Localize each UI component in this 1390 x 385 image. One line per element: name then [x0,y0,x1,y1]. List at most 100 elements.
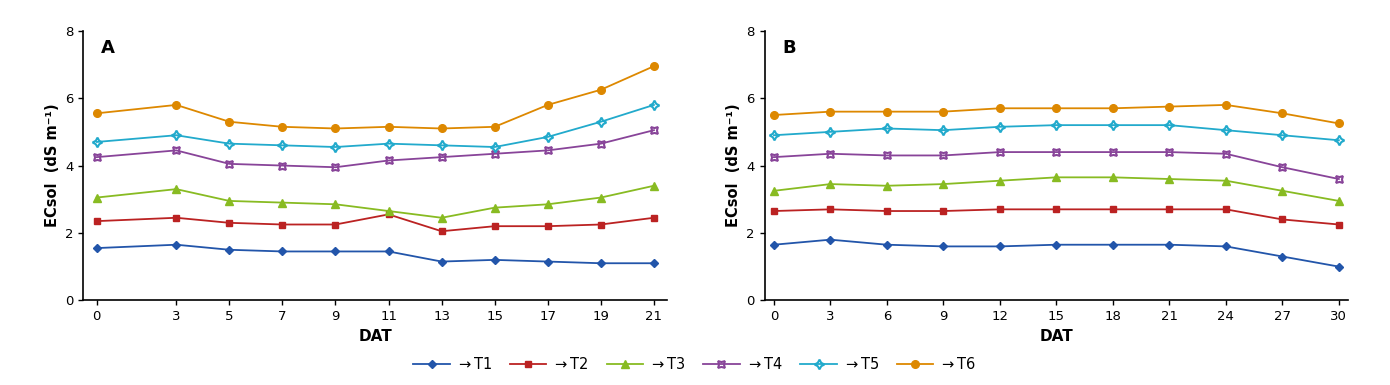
T6 [1330,121,1347,126]
T5 [935,128,952,132]
T4 [434,155,450,159]
T4 [878,153,895,158]
T4 [89,155,106,159]
T5 [1275,133,1291,137]
T5 [274,143,291,148]
T3 [991,178,1008,183]
T4 [1161,150,1177,154]
T4 [486,151,503,156]
T2 [274,222,291,227]
T6 [645,64,662,69]
T4 [935,153,952,158]
T6 [935,109,952,114]
T4 [1105,150,1122,154]
T5 [539,135,556,139]
T3 [381,209,398,213]
T2 [1275,217,1291,222]
T5 [327,145,343,149]
T2 [1330,222,1347,227]
T1 [935,244,952,249]
T1 [168,243,185,247]
T5 [381,141,398,146]
T1 [539,259,556,264]
T6 [1161,104,1177,109]
T6 [434,126,450,131]
T5 [766,133,783,137]
T1 [1105,243,1122,247]
T1 [766,243,783,247]
T1 [381,249,398,254]
T4 [821,151,838,156]
T3 [878,183,895,188]
T3 [1048,175,1065,180]
T5 [1218,128,1234,132]
T5 [1330,138,1347,142]
T1 [1330,264,1347,269]
T4 [327,165,343,169]
T5 [1105,123,1122,127]
T4 [592,141,609,146]
T2 [1048,207,1065,212]
T4 [1048,150,1065,154]
T5 [89,140,106,144]
Text: A: A [101,39,115,57]
Text: B: B [783,39,795,57]
T6 [539,103,556,107]
T4 [645,128,662,132]
T2 [168,216,185,220]
T4 [381,158,398,163]
Line: T4: T4 [769,147,1344,184]
T4 [539,148,556,153]
T1 [486,258,503,262]
T2 [327,222,343,227]
T1 [1218,244,1234,249]
Legend: $\rightarrow$T1, $\rightarrow$T2, $\rightarrow$T3, $\rightarrow$T4, $\rightarrow: $\rightarrow$T1, $\rightarrow$T2, $\righ… [407,350,983,378]
T1 [89,246,106,250]
T3 [935,182,952,186]
Line: T2: T2 [93,211,657,234]
T2 [221,221,238,225]
T4 [766,155,783,159]
T5 [821,129,838,134]
Line: T5: T5 [769,120,1344,145]
T1 [274,249,291,254]
T2 [592,222,609,227]
T3 [168,187,185,191]
T2 [539,224,556,229]
T3 [1275,189,1291,193]
T3 [327,202,343,207]
T1 [1275,254,1291,259]
T4 [1218,151,1234,156]
T2 [434,229,450,234]
Line: T4: T4 [92,125,659,172]
T3 [766,189,783,193]
T3 [1161,177,1177,181]
T4 [991,150,1008,154]
T2 [821,207,838,212]
T2 [1161,207,1177,212]
T1 [645,261,662,266]
T2 [486,224,503,229]
Line: T6: T6 [93,62,657,132]
T6 [821,109,838,114]
T1 [821,237,838,242]
T5 [434,143,450,148]
T3 [1330,199,1347,203]
Y-axis label: ECsol  (dS m⁻¹): ECsol (dS m⁻¹) [44,104,60,228]
T6 [766,113,783,117]
T5 [592,119,609,124]
T3 [434,216,450,220]
T3 [592,195,609,200]
T6 [486,124,503,129]
T6 [168,103,185,107]
T3 [89,195,106,200]
T5 [991,124,1008,129]
T4 [1330,177,1347,181]
X-axis label: DAT: DAT [1040,328,1073,343]
T1 [878,243,895,247]
T1 [1161,243,1177,247]
Line: T5: T5 [92,100,659,152]
T2 [991,207,1008,212]
T3 [221,199,238,203]
Line: T6: T6 [770,101,1343,127]
